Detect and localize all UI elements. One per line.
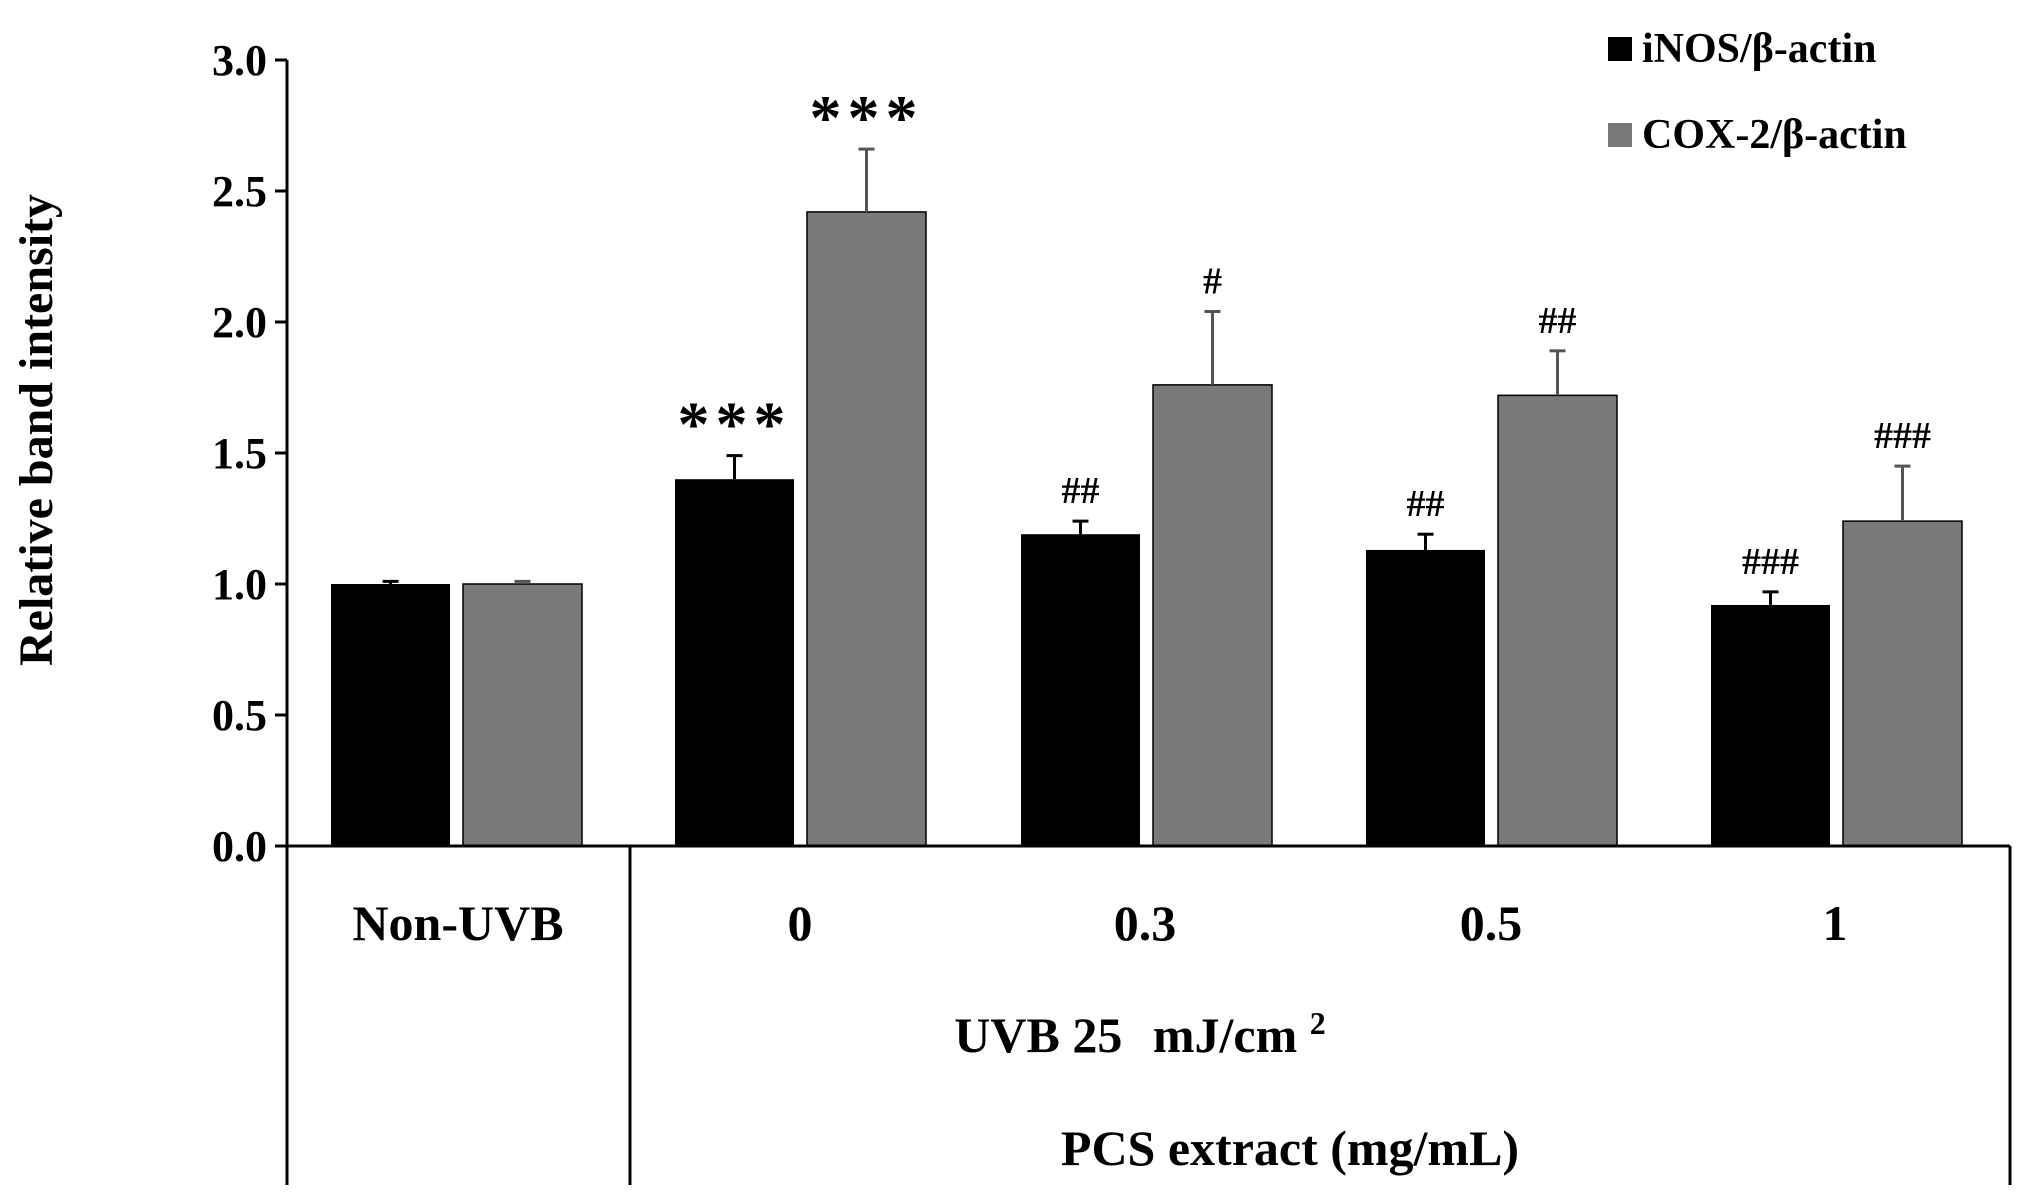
significance-label-inos-2: ## [1062, 470, 1100, 512]
uvb-dose-superscript: 2 [1310, 1005, 1326, 1041]
legend-swatch-inos [1608, 37, 1632, 61]
bar-inos-3 [1366, 549, 1485, 846]
bar-cox2-0 [462, 583, 583, 847]
bar-inos-2 [1021, 534, 1140, 846]
significance-label-cox2-1: *** [810, 82, 924, 153]
extract-label: PCS extract (mg/mL) [1061, 1120, 1519, 1176]
uvb-dose-label: UVB 25 mJ/cm 2 [954, 1005, 1325, 1063]
x-tick-label-0-3: 0.3 [1114, 895, 1177, 951]
bar-cox2-3 [1497, 394, 1618, 847]
y-tick-label-5: 2.5 [212, 167, 267, 216]
y-tick-label-2: 1.0 [212, 560, 267, 609]
y-tick-label-3: 1.5 [212, 429, 267, 478]
significance-label-inos-4: ### [1742, 541, 1799, 583]
y-tick-label-1: 0.5 [212, 691, 267, 740]
legend-label-cox2: COX-2/β-actin [1642, 112, 1907, 158]
y-axis-title: Relative band intensity [10, 194, 63, 666]
bar-inos-4 [1711, 604, 1830, 846]
legend-swatch-cox2 [1608, 123, 1632, 147]
bar-cox2-1 [806, 211, 927, 847]
bar-inos-1 [675, 479, 794, 846]
significance-label-cox2-4: ### [1874, 415, 1931, 457]
bar-inos-0 [331, 584, 450, 846]
x-tick-label-0-5: 0.5 [1460, 895, 1523, 951]
bar-cox2-4 [1842, 520, 1963, 847]
x-tick-labels: Non-UVB 0 0.3 0.5 1 [352, 895, 1847, 951]
significance-label-cox2-2: # [1203, 261, 1222, 303]
significance-label-inos-1: *** [678, 389, 792, 460]
bar-cox2-2 [1152, 384, 1273, 847]
y-tick-label-0: 0.0 [212, 822, 267, 871]
x-tick-label-non-uvb: Non-UVB [352, 895, 563, 951]
legend: iNOS/β-actin COX-2/β-actin [1608, 26, 1907, 158]
uvb-dose-main: UVB 25 [954, 1007, 1122, 1063]
significance-label-inos-3: ## [1407, 483, 1445, 525]
y-tick-label-6: 3.0 [212, 36, 267, 85]
y-tick-label-4: 2.0 [212, 298, 267, 347]
x-tick-label-0: 0 [788, 895, 813, 951]
x-tick-label-1: 1 [1823, 895, 1848, 951]
plot-area: ***## #####***######0.00.51.01.52.02.53.0 [212, 36, 2012, 1185]
legend-label-inos: iNOS/β-actin [1642, 26, 1876, 72]
significance-label-cox2-3: ## [1539, 300, 1577, 342]
uvb-dose-unit: mJ/cm [1153, 1007, 1297, 1063]
